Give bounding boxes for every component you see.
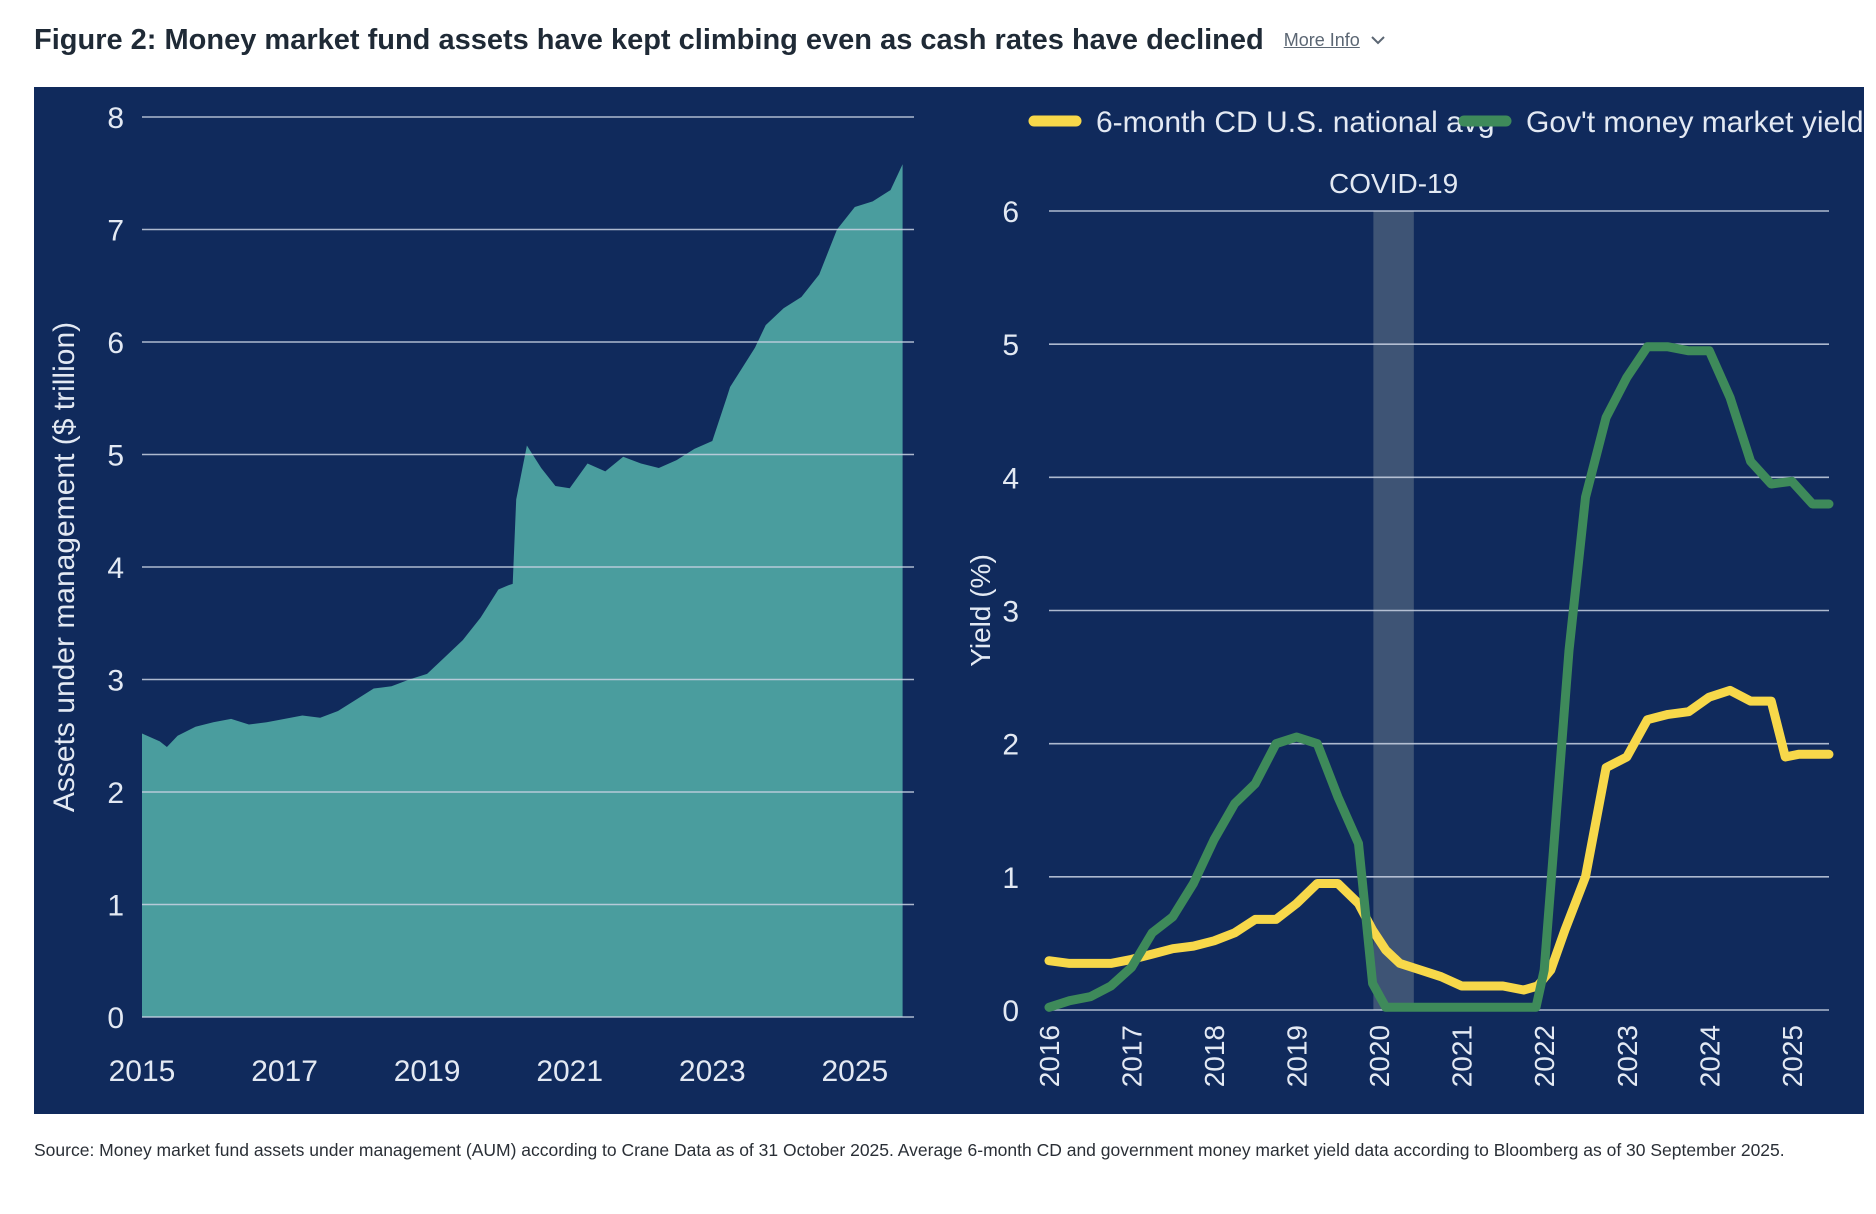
right-y-tick-label: 4 bbox=[1002, 462, 1019, 495]
more-info-label: More Info bbox=[1283, 29, 1360, 50]
left-x-tick-label: 2023 bbox=[679, 1055, 746, 1088]
right-y-tick-label: 6 bbox=[1002, 196, 1019, 229]
right-x-tick-label: 2016 bbox=[1034, 1025, 1065, 1087]
left-y-tick-label: 2 bbox=[107, 777, 124, 810]
right-y-tick-label: 5 bbox=[1002, 329, 1019, 362]
left-y-tick-label: 7 bbox=[107, 215, 124, 248]
left-y-tick-label: 5 bbox=[107, 440, 124, 473]
source-note: Source: Money market fund assets under m… bbox=[34, 1140, 1785, 1160]
left-y-tick-label: 0 bbox=[107, 1002, 124, 1035]
left-x-tick-label: 2025 bbox=[821, 1055, 888, 1088]
legend-label-gov: Gov't money market yield bbox=[1526, 106, 1864, 139]
right-y-tick-label: 3 bbox=[1002, 596, 1019, 629]
right-x-tick-label: 2018 bbox=[1199, 1025, 1230, 1087]
left-y-tick-label: 6 bbox=[107, 327, 124, 360]
right-x-tick-label: 2020 bbox=[1364, 1025, 1395, 1087]
right-y-tick-label: 1 bbox=[1002, 862, 1019, 895]
left-y-tick-label: 3 bbox=[107, 665, 124, 698]
right-y-tick-label: 0 bbox=[1002, 995, 1019, 1028]
right-x-tick-label: 2021 bbox=[1447, 1025, 1478, 1087]
legend-label-cd: 6-month CD U.S. national avg bbox=[1096, 106, 1495, 139]
chevron-down-icon bbox=[1371, 36, 1385, 45]
cd-rate-line bbox=[1044, 685, 1834, 995]
left-x-tick-label: 2015 bbox=[109, 1055, 176, 1088]
right-x-tick-label: 2022 bbox=[1529, 1025, 1560, 1087]
left-x-tick-label: 2019 bbox=[394, 1055, 461, 1088]
chart-title: Figure 2: Money market fund assets have … bbox=[34, 23, 1264, 56]
right-x-tick-label: 2017 bbox=[1117, 1025, 1148, 1087]
right-y-tick-label: 2 bbox=[1002, 729, 1019, 762]
covid-label: COVID-19 bbox=[1329, 168, 1458, 199]
right-x-tick-label: 2025 bbox=[1777, 1025, 1808, 1087]
title-row: Figure 2: Money market fund assets have … bbox=[34, 18, 1386, 62]
left-x-tick-label: 2021 bbox=[536, 1055, 603, 1088]
right-y-axis-label: Yield (%) bbox=[965, 554, 996, 667]
left-y-tick-label: 4 bbox=[107, 552, 124, 585]
left-y-tick-label: 8 bbox=[107, 102, 124, 135]
left-x-tick-label: 2017 bbox=[251, 1055, 318, 1088]
aum-area bbox=[142, 164, 903, 1018]
left-y-tick-label: 1 bbox=[107, 890, 124, 923]
more-info-toggle[interactable]: More Info bbox=[1284, 30, 1386, 51]
gov-mmf-yield-line bbox=[1044, 342, 1834, 1012]
left-y-axis-label: Assets under management ($ trillion) bbox=[48, 322, 81, 812]
right-x-tick-label: 2023 bbox=[1612, 1025, 1643, 1087]
right-x-tick-label: 2019 bbox=[1282, 1025, 1313, 1087]
chart-panel: 0 1 2 3 4 5 6 7 8 2015 2017 2019 2021 2023 2025 Assets … bbox=[34, 87, 1864, 1114]
right-x-tick-label: 2024 bbox=[1694, 1025, 1725, 1087]
